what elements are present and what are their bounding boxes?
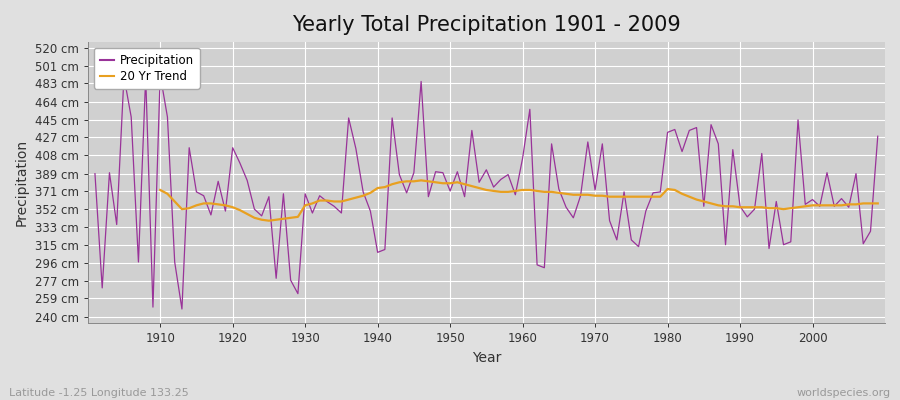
Text: worldspecies.org: worldspecies.org [796, 388, 891, 398]
20 Yr Trend [416, 178, 427, 183]
Precipitation [321, 199, 332, 204]
20 Yr Trend [264, 218, 274, 223]
Precipitation [176, 307, 187, 312]
X-axis label: Year: Year [472, 351, 501, 365]
Legend: Precipitation, 20 Yr Trend: Precipitation, 20 Yr Trend [94, 48, 200, 89]
Precipitation [365, 209, 376, 214]
20 Yr Trend [328, 199, 339, 204]
20 Yr Trend [300, 203, 310, 208]
20 Yr Trend [872, 201, 883, 206]
Precipitation [148, 305, 158, 310]
Line: 20 Yr Trend: 20 Yr Trend [160, 180, 878, 221]
Precipitation [155, 72, 166, 77]
Text: Latitude -1.25 Longitude 133.25: Latitude -1.25 Longitude 133.25 [9, 388, 189, 398]
Precipitation [90, 171, 101, 176]
20 Yr Trend [539, 190, 550, 194]
Title: Yearly Total Precipitation 1901 - 2009: Yearly Total Precipitation 1901 - 2009 [292, 15, 680, 35]
20 Yr Trend [850, 202, 861, 207]
Y-axis label: Precipitation: Precipitation [15, 139, 29, 226]
Precipitation [872, 134, 883, 138]
Precipitation [618, 190, 629, 194]
Precipitation [532, 262, 543, 267]
20 Yr Trend [155, 188, 166, 192]
20 Yr Trend [597, 193, 608, 198]
Line: Precipitation: Precipitation [95, 75, 878, 309]
20 Yr Trend [829, 203, 840, 208]
Precipitation [525, 107, 535, 112]
